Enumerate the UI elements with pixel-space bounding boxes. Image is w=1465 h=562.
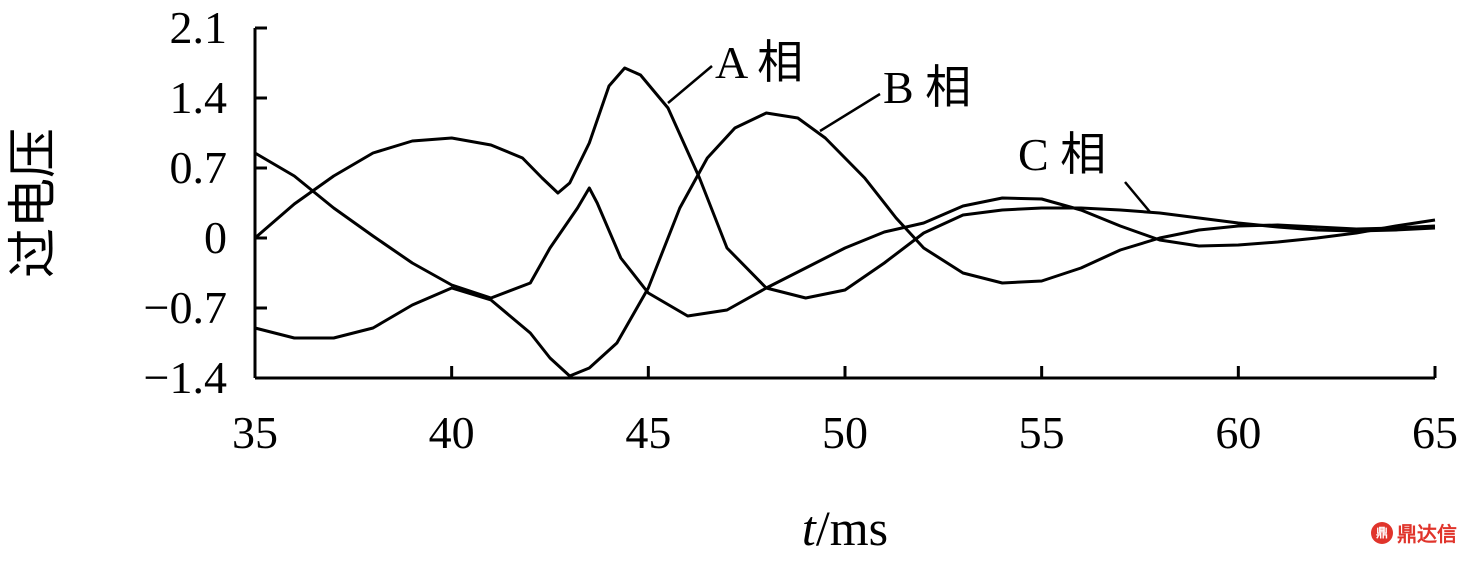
y-tick-label: 1.4 [170,72,228,123]
y-tick-label: 0 [204,212,227,263]
x-tick-label: 40 [429,407,475,458]
y-axis-title: 过电压 [5,128,61,278]
x-tick-label: 55 [1019,407,1065,458]
series-label-a: A 相 [715,37,803,88]
watermark: 鼎 鼎达信 [1371,518,1457,547]
series-line-b [254,111,1436,378]
y-tick-label: −1.4 [144,352,227,403]
y-tick-label: 0.7 [170,142,228,193]
y-tick-label: 2.1 [170,2,228,53]
x-axis-title: t/ms [802,500,888,556]
series-label-c: C 相 [1018,129,1106,180]
x-axis-title-var: t [802,500,817,556]
x-tick-label: 45 [625,407,671,458]
series-label-b: B 相 [883,62,971,113]
series-label-leader-b [819,92,881,133]
watermark-text: 鼎达信 [1397,522,1457,546]
y-tick-label: −0.7 [144,282,227,333]
series-label-leader-c [1124,181,1151,213]
x-tick-label: 50 [822,407,868,458]
series-line-c [254,151,1436,318]
series-label-leader-a [667,65,713,104]
x-tick-label: 65 [1412,407,1458,458]
x-axis-title-unit: /ms [816,500,888,556]
series-line-a [254,66,1436,300]
x-tick-label: 60 [1215,407,1261,458]
x-tick-label: 35 [232,407,278,458]
watermark-logo-icon: 鼎 [1371,521,1393,544]
